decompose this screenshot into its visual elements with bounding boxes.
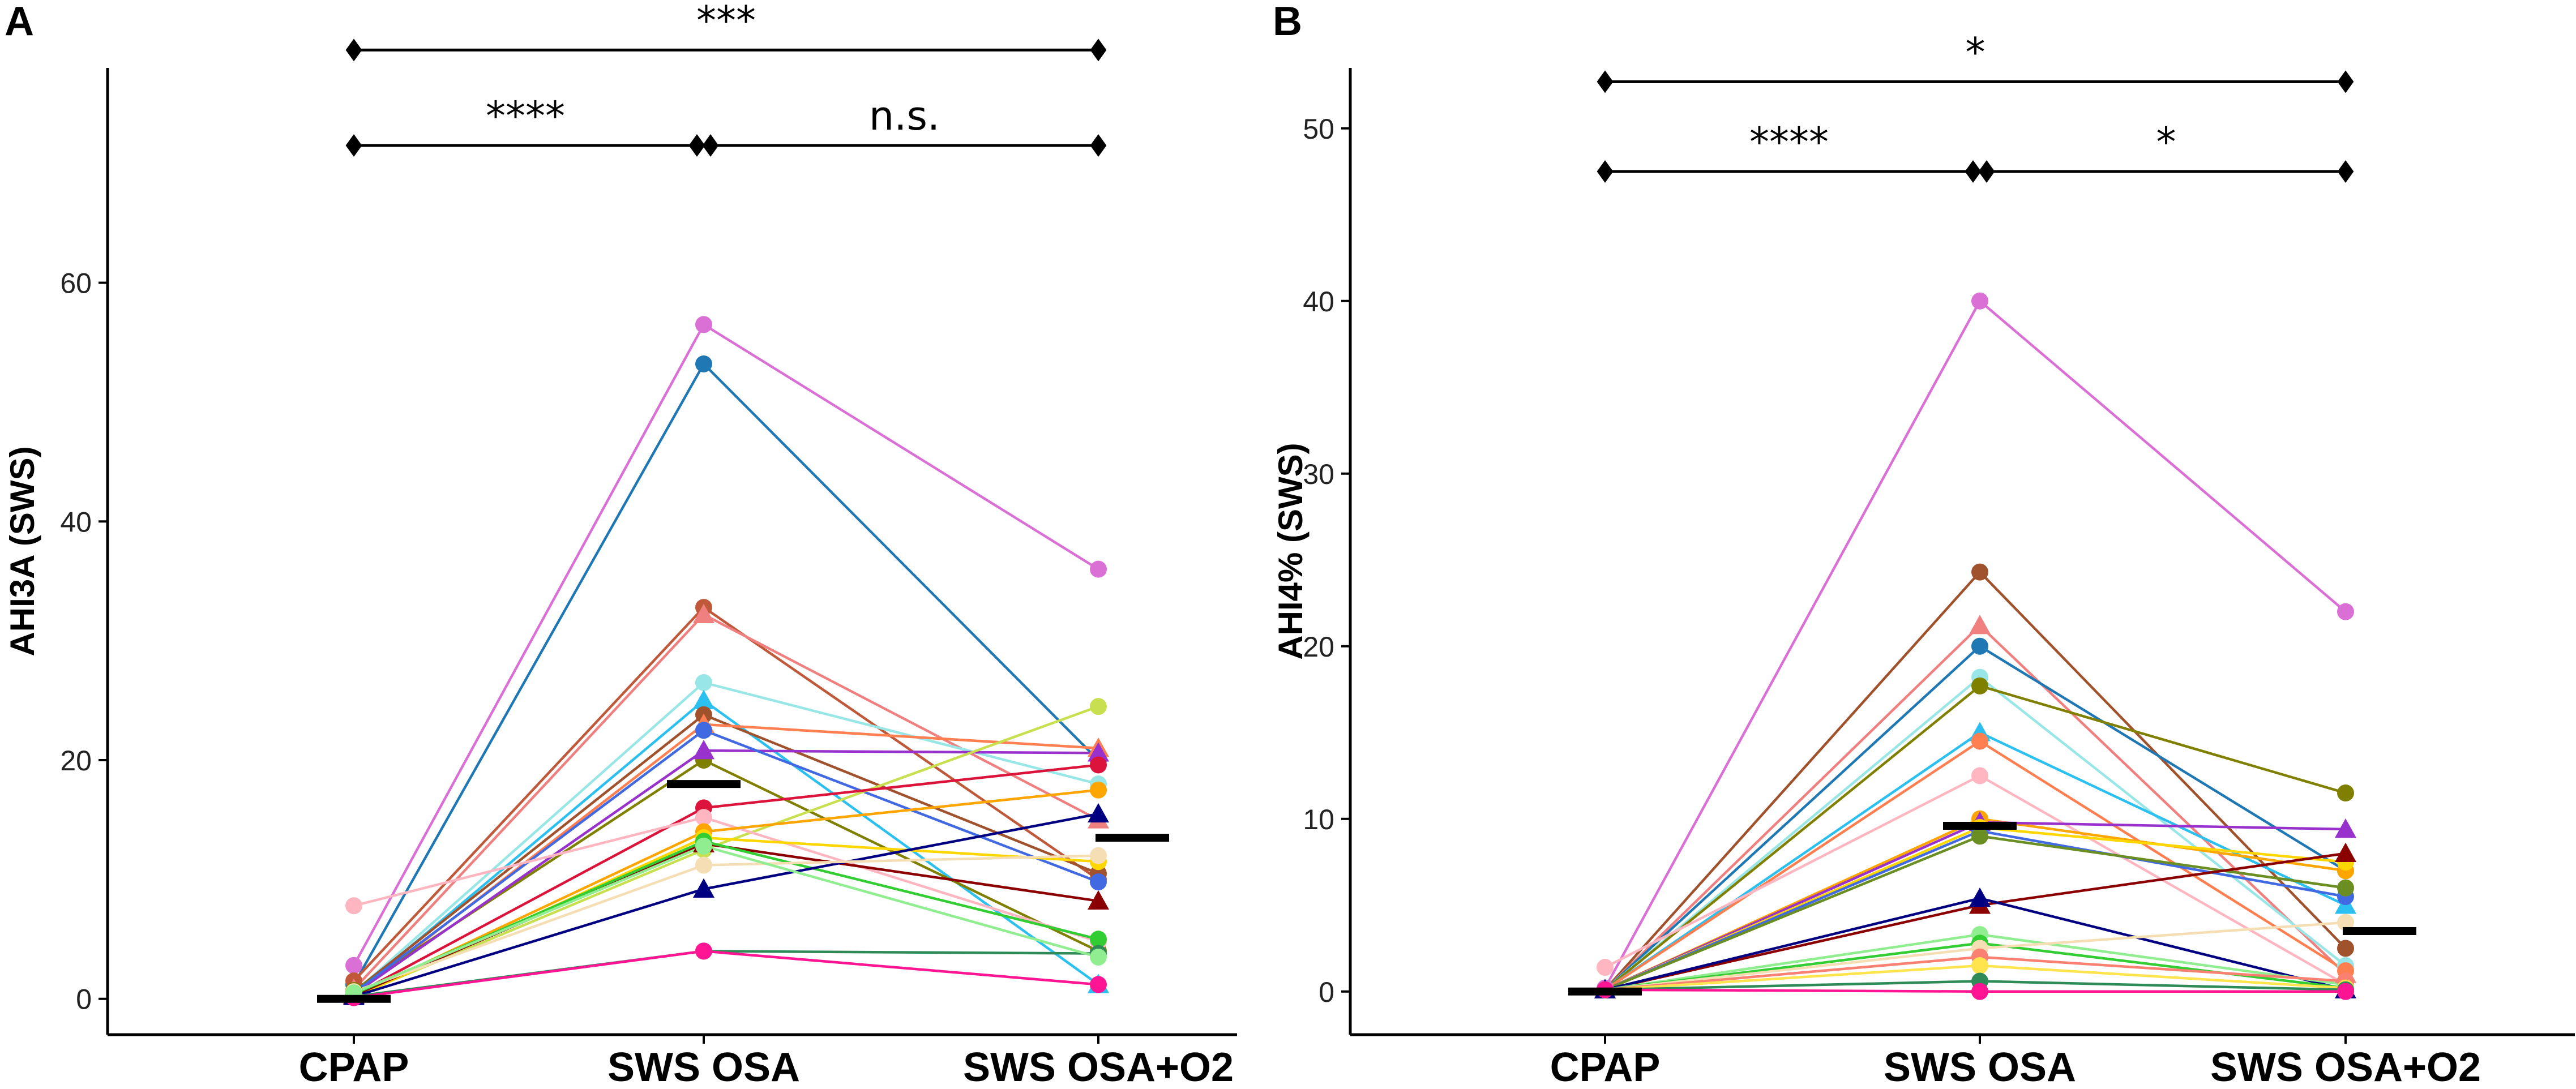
data-point bbox=[693, 740, 714, 760]
data-point bbox=[693, 689, 714, 709]
data-point bbox=[695, 837, 712, 855]
series-line bbox=[353, 950, 1099, 998]
significance-label: *** bbox=[696, 0, 756, 44]
data-point bbox=[1090, 931, 1107, 948]
bracket-end-marker bbox=[688, 134, 705, 157]
data-point bbox=[1090, 847, 1107, 864]
data-point bbox=[695, 316, 712, 333]
data-point bbox=[2337, 914, 2354, 931]
series-line bbox=[353, 758, 1099, 992]
panel-letter: B bbox=[1273, 0, 1302, 44]
y-tick-label: 0 bbox=[1319, 976, 1334, 1008]
bracket-end-marker bbox=[1597, 70, 1614, 93]
data-point bbox=[1090, 873, 1107, 891]
bracket-end-marker bbox=[2337, 70, 2354, 93]
x-category-label: SWS OSA+O2 bbox=[963, 1045, 1234, 1089]
x-category-label: SWS OSA bbox=[607, 1045, 800, 1089]
data-point bbox=[695, 355, 712, 372]
data-point bbox=[1971, 767, 1988, 784]
significance-label: * bbox=[2156, 119, 2176, 165]
x-category-label: SWS OSA+O2 bbox=[2210, 1045, 2481, 1089]
bracket-end-marker bbox=[1978, 160, 1995, 183]
data-point bbox=[2335, 842, 2356, 862]
y-tick-label: 40 bbox=[1303, 286, 1334, 318]
y-tick-label: 30 bbox=[1303, 458, 1334, 490]
panel-b: B 0 10 20 30 40 50 AHI4% (SWS) CPAP SWS OSA SWS OS… bbox=[1272, 0, 2575, 1089]
data-point bbox=[2335, 818, 2356, 838]
y-tick-label: 10 bbox=[1303, 804, 1334, 835]
significance-label: **** bbox=[1749, 119, 1829, 165]
data-point bbox=[1969, 888, 1991, 907]
significance-label: n.s. bbox=[869, 93, 940, 139]
data-point bbox=[1088, 803, 1109, 823]
data-point bbox=[2337, 603, 2354, 620]
data-point bbox=[1971, 957, 1988, 974]
panel-letter: A bbox=[5, 0, 34, 44]
data-point bbox=[1597, 959, 1614, 976]
significance-label: **** bbox=[486, 93, 565, 139]
y-tick-label: 60 bbox=[60, 268, 92, 299]
data-point bbox=[695, 674, 712, 691]
bracket-end-marker bbox=[1090, 134, 1107, 157]
data-point bbox=[1971, 637, 1988, 655]
data-point bbox=[693, 603, 714, 623]
data-point bbox=[695, 942, 712, 960]
data-point bbox=[695, 856, 712, 874]
data-point bbox=[1090, 560, 1107, 578]
data-point bbox=[1971, 292, 1988, 310]
data-point bbox=[695, 722, 712, 739]
data-point bbox=[2337, 784, 2354, 801]
y-tick-label: 40 bbox=[60, 506, 92, 538]
y-axis-title: AHI4% (SWS) bbox=[1272, 443, 1310, 659]
data-point bbox=[2337, 940, 2354, 957]
series-line bbox=[353, 362, 1099, 985]
bracket-end-marker bbox=[1597, 160, 1614, 183]
data-point bbox=[345, 897, 362, 915]
data-point bbox=[1090, 781, 1107, 799]
bracket-end-marker bbox=[345, 134, 362, 157]
bracket-end-marker bbox=[702, 134, 719, 157]
x-category-label: CPAP bbox=[1550, 1045, 1661, 1089]
bracket-end-marker bbox=[1965, 160, 1982, 183]
data-point bbox=[2337, 879, 2354, 897]
data-point bbox=[1090, 976, 1107, 993]
data-point bbox=[1090, 948, 1107, 966]
y-tick-label: 0 bbox=[76, 984, 92, 1015]
significance-label: * bbox=[1966, 29, 1986, 75]
bracket-end-marker bbox=[2337, 160, 2354, 183]
series-line bbox=[353, 854, 1099, 993]
x-category-label: CPAP bbox=[299, 1045, 409, 1089]
data-point bbox=[1971, 983, 1988, 1000]
y-axis-title: AHI3A (SWS) bbox=[3, 446, 41, 656]
data-point bbox=[695, 809, 712, 826]
y-tick-label: 50 bbox=[1303, 113, 1334, 145]
data-point bbox=[345, 957, 362, 974]
x-category-label: SWS OSA bbox=[1884, 1045, 2076, 1089]
data-point bbox=[1090, 698, 1107, 715]
data-point bbox=[1088, 890, 1109, 910]
data-point bbox=[1971, 677, 1988, 694]
data-point bbox=[1088, 742, 1109, 762]
bracket-end-marker bbox=[1090, 38, 1107, 62]
data-point bbox=[1971, 732, 1988, 750]
series-line bbox=[353, 950, 1099, 999]
data-point bbox=[1090, 756, 1107, 774]
data-point bbox=[2337, 983, 2354, 1000]
y-tick-label: 20 bbox=[60, 745, 92, 777]
data-point bbox=[1971, 828, 1988, 845]
data-point bbox=[1971, 563, 1988, 581]
bracket-end-marker bbox=[345, 38, 362, 62]
series-line bbox=[353, 842, 1099, 997]
data-point bbox=[1969, 615, 1991, 634]
data-point bbox=[693, 878, 714, 898]
series-line bbox=[353, 723, 1099, 997]
panel-a: A 0 20 40 60 AHI3A (SWS) CPAP SWS OSA SWS OSA+O2… bbox=[3, 0, 1237, 1089]
y-tick-label: 20 bbox=[1303, 631, 1334, 663]
series-line bbox=[353, 764, 1099, 997]
